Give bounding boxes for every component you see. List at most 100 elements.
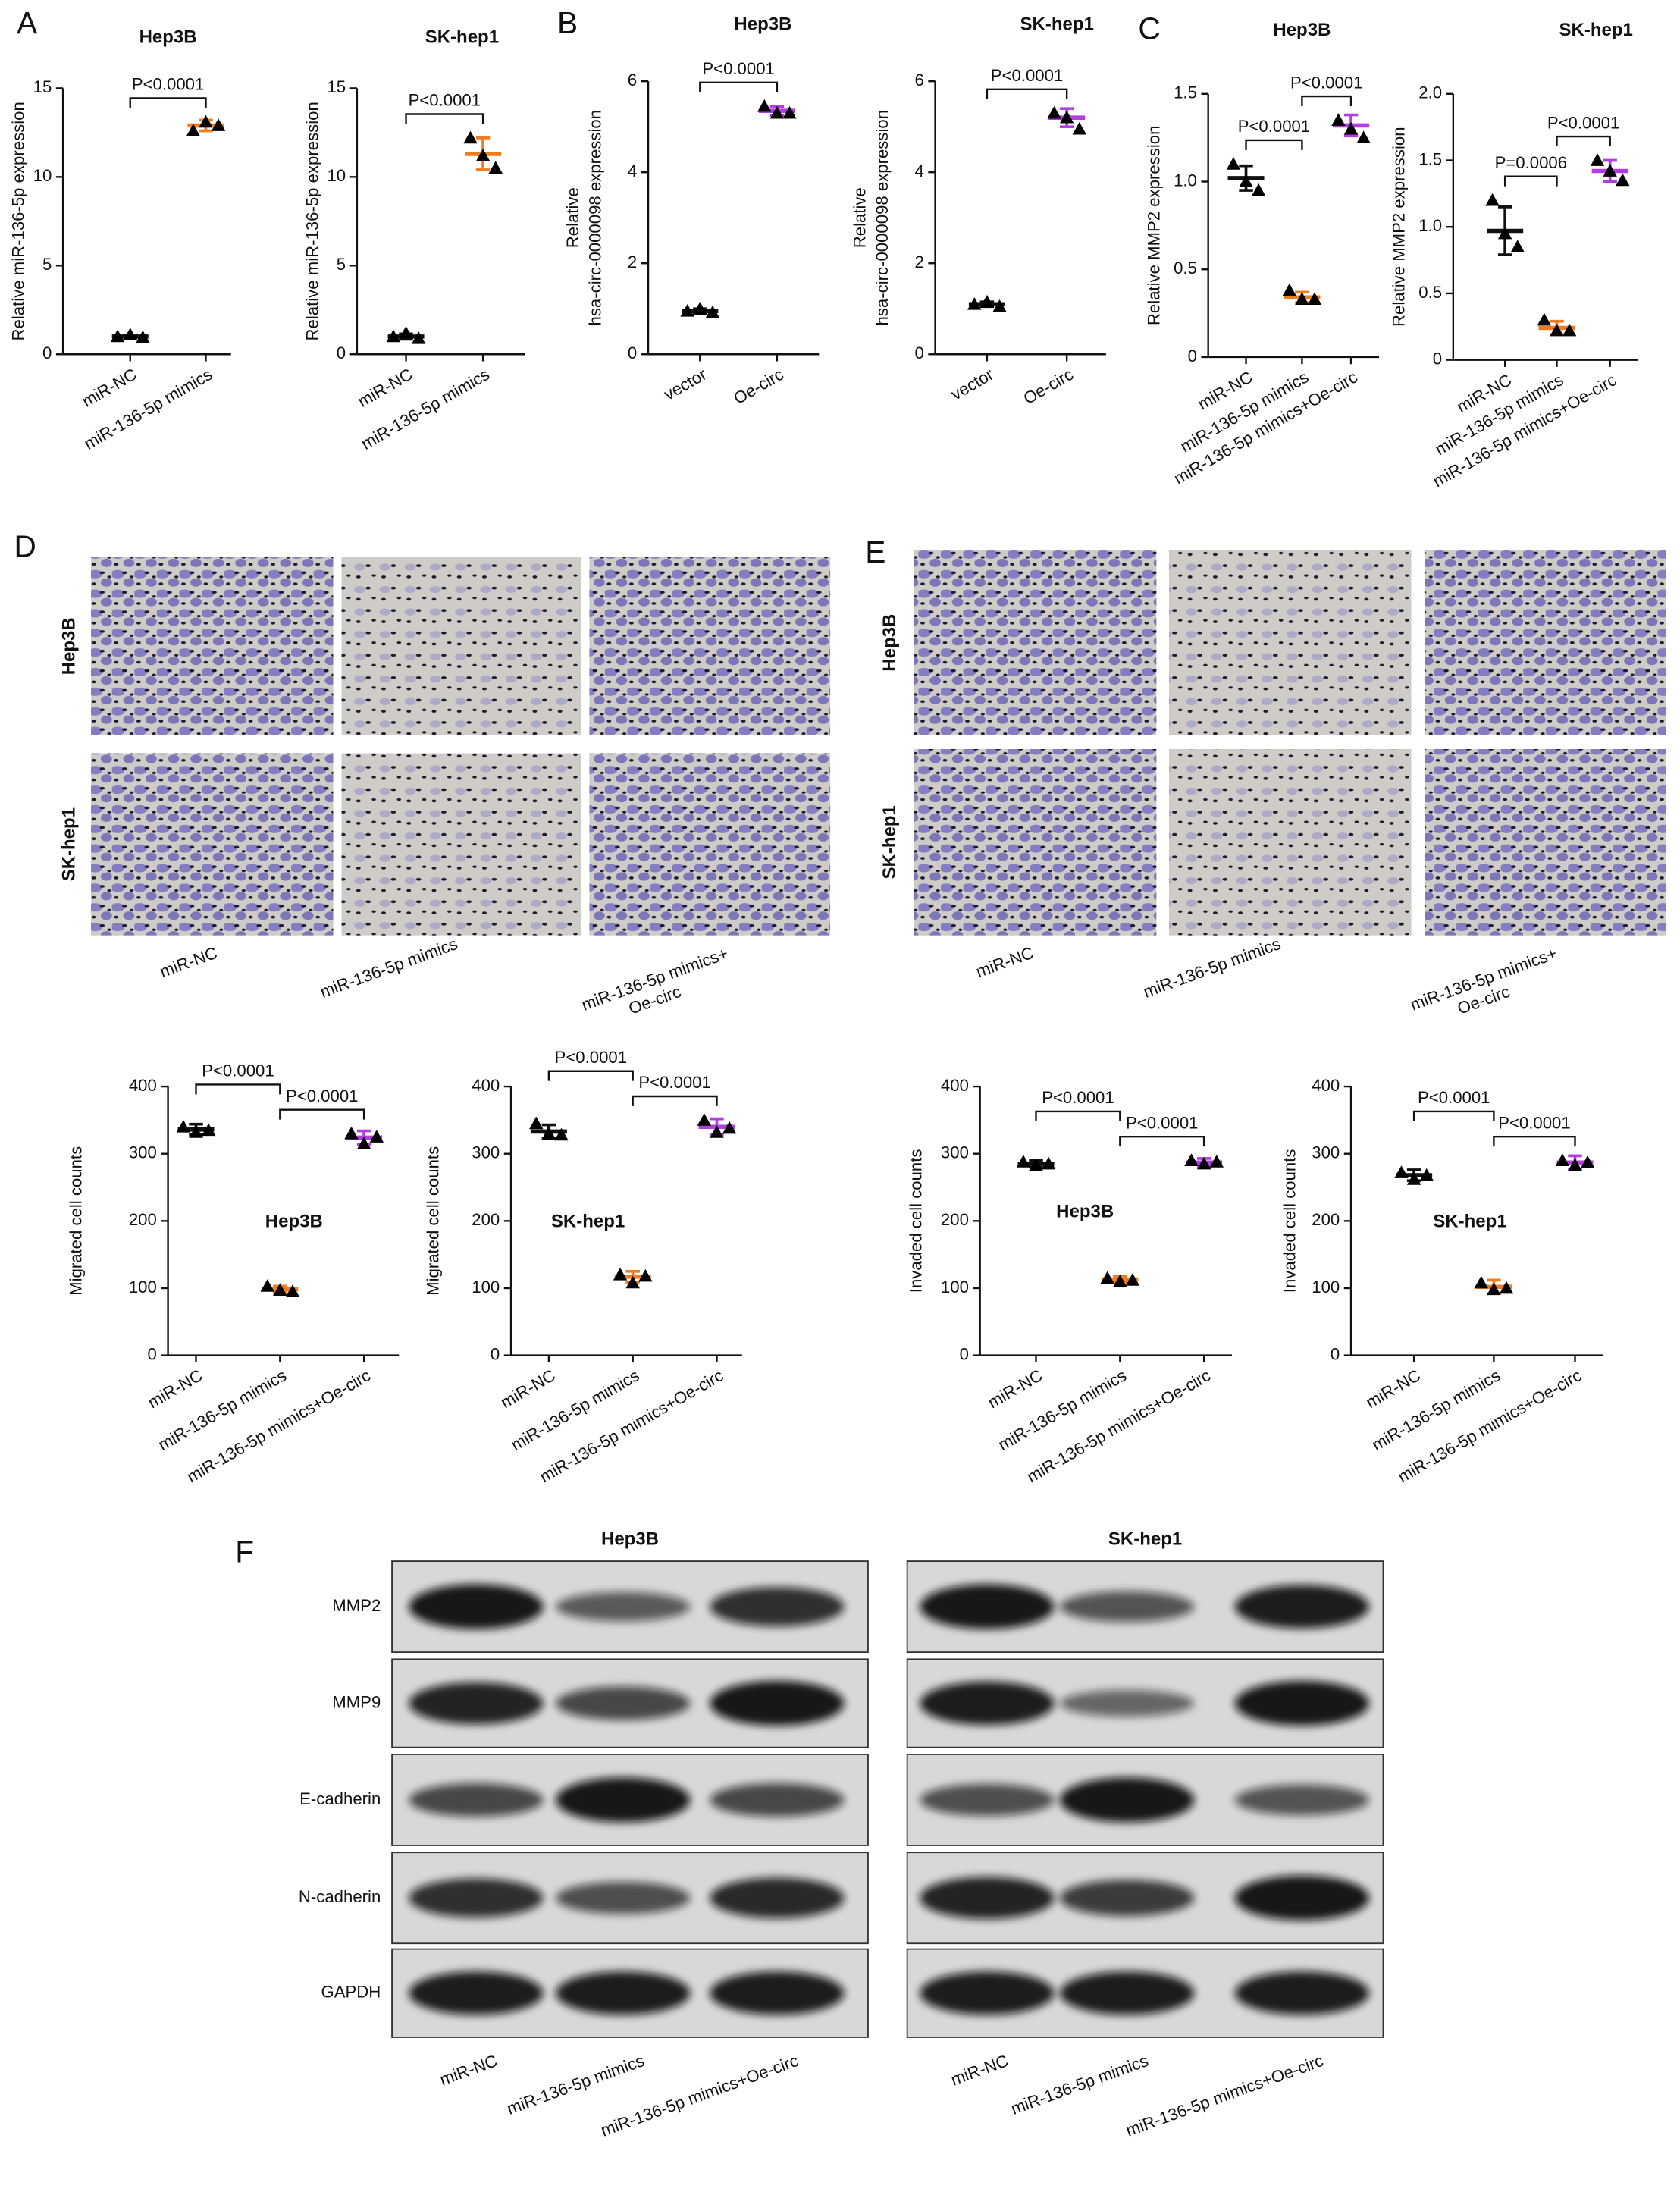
data-point [1072, 121, 1087, 135]
data-point [1356, 130, 1371, 144]
micrograph-cells [914, 550, 1157, 735]
data-point [1497, 226, 1512, 240]
significance-bracket [986, 88, 1068, 99]
data-point [1029, 1158, 1043, 1171]
data-point [1562, 323, 1577, 337]
y-tick-label: 1.5 [1174, 83, 1197, 102]
significance-bracket [405, 113, 484, 124]
y-tick-label: 0 [628, 343, 637, 362]
data-point [356, 1137, 371, 1149]
y-tick-label: 0 [337, 343, 346, 362]
y-tick-label: 4 [914, 161, 923, 180]
significance-bracket [195, 1083, 281, 1095]
p-value: P<0.0001 [286, 1086, 358, 1105]
blot-band [1059, 1777, 1195, 1823]
significance-bracket [1119, 1135, 1205, 1147]
column-label: miR-NC [157, 943, 220, 981]
data-point [782, 105, 797, 119]
chart-title: SK-hep1 [1433, 1212, 1506, 1232]
p-value: P<0.0001 [1418, 1088, 1490, 1107]
y-tick-label: 300 [129, 1143, 157, 1162]
p-value: P<0.0001 [555, 1048, 627, 1067]
column-label: miR-136-5p mimics [318, 934, 460, 1002]
blot-band [710, 1877, 845, 1918]
x-tick-label: Oe-circ [1020, 365, 1077, 408]
micrograph-cells [589, 753, 831, 936]
x-tick-label: miR-NC [355, 365, 416, 411]
data-point [386, 329, 401, 343]
data-point [201, 1123, 216, 1137]
y-tick-label: 0 [1433, 350, 1442, 368]
blot-band [1059, 1591, 1195, 1623]
significance-bracket [1245, 139, 1303, 150]
blot-band [1059, 1880, 1195, 1917]
p-value: P=0.0006 [1495, 153, 1567, 172]
panel-letter: E [865, 535, 885, 569]
blot-band [1234, 1784, 1370, 1816]
row-label: Hep3B [879, 614, 900, 672]
y-axis-label: hsa-circ-0000098 expression [873, 110, 892, 326]
y-tick-label: 200 [472, 1210, 500, 1229]
p-value: P<0.0001 [1042, 1088, 1114, 1107]
data-point [1616, 173, 1630, 187]
p-value: P<0.0001 [991, 66, 1063, 85]
blot-band [1059, 1689, 1195, 1717]
data-point [1555, 1153, 1570, 1166]
blot-band [1234, 1680, 1370, 1726]
data-point [1226, 157, 1241, 170]
y-tick-label: 400 [129, 1076, 157, 1095]
blot-band [920, 1783, 1055, 1817]
panel-letter: B [557, 5, 578, 40]
y-tick-label: 100 [129, 1278, 157, 1297]
data-point [1209, 1155, 1224, 1168]
micrograph-cells [1425, 749, 1666, 936]
lane-label: miR-136-5p mimics [1008, 2051, 1151, 2118]
x-tick-label: vector [948, 365, 997, 404]
data-point [693, 302, 707, 315]
chart-title: Hep3B [1056, 1202, 1114, 1222]
micrograph-cells [341, 753, 581, 936]
chart-title: Hep3B [139, 27, 197, 47]
data-point [680, 304, 694, 317]
p-value: P<0.0001 [1290, 73, 1362, 92]
data-point [1282, 283, 1297, 296]
data-point [176, 1120, 191, 1133]
blot-band [710, 1587, 845, 1626]
data-point [710, 1125, 724, 1138]
p-value: P<0.0001 [132, 75, 204, 94]
data-point [1016, 1155, 1031, 1168]
y-tick-label: 0.5 [1174, 259, 1197, 277]
chart-title: SK-hep1 [1559, 20, 1633, 40]
y-axis-label: Invaded cell counts [906, 1149, 925, 1293]
data-point [211, 118, 226, 131]
data-point [110, 329, 125, 343]
p-value: P<0.0001 [1126, 1113, 1198, 1132]
p-value: P<0.0001 [638, 1073, 710, 1092]
micrograph-cells [1168, 749, 1412, 936]
x-tick-label: Oe-circ [730, 365, 786, 408]
y-axis-label: Relative miR-136-5p expression [9, 102, 28, 340]
data-point [1474, 1275, 1489, 1289]
data-point [1059, 110, 1074, 124]
panel-letter: F [235, 1535, 254, 1569]
data-point [1580, 1155, 1595, 1168]
significance-bracket [1412, 1110, 1495, 1121]
data-point [1239, 174, 1253, 187]
significance-bracket [699, 81, 779, 92]
blot-title: Hep3B [601, 1529, 659, 1550]
protein-label: E-cadherin [299, 1789, 381, 1808]
data-point [488, 161, 503, 174]
blot-band [1234, 1875, 1370, 1921]
data-point [1196, 1156, 1211, 1170]
data-point [769, 105, 785, 119]
y-tick-label: 0 [147, 1344, 156, 1363]
data-point [273, 1283, 287, 1297]
data-point [705, 305, 720, 318]
data-point [189, 1125, 203, 1138]
y-tick-label: 2 [628, 252, 637, 271]
y-axis-label: Invaded cell counts [1280, 1149, 1299, 1293]
chart-title: SK-hep1 [551, 1212, 625, 1232]
p-value: P<0.0001 [1547, 113, 1619, 132]
blot-band [710, 1971, 845, 2015]
x-tick-label: miR-136-5p mimics [358, 365, 493, 453]
